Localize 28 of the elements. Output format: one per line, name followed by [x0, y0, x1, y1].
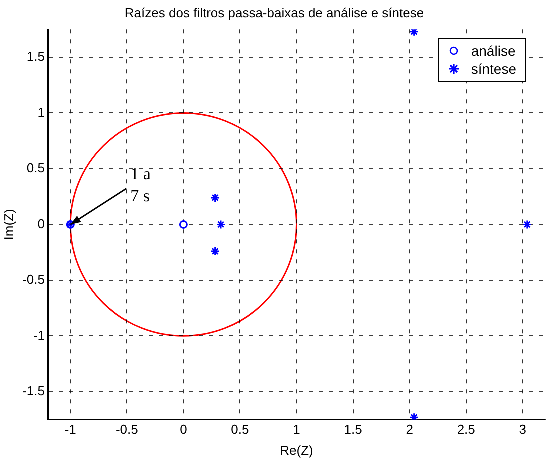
point	[210, 246, 220, 256]
point	[522, 220, 532, 230]
x-tick-label: 3	[519, 422, 527, 438]
x-tick-label: -1	[64, 422, 76, 438]
legend-label: análise	[471, 42, 516, 60]
point	[410, 30, 420, 37]
annotation: 1 a 7 s	[130, 164, 152, 206]
chart-title: Raízes dos filtros passa-baixas de análise e síntese	[124, 5, 424, 20]
x-tick-label: 0	[180, 422, 188, 438]
point	[210, 193, 220, 203]
y-tick-label: -1	[33, 328, 45, 343]
y-tick-label: 1	[38, 104, 45, 120]
point	[216, 220, 226, 230]
x-tick-label: 0.5	[231, 422, 250, 438]
y-tick-label: 1.5	[26, 49, 45, 64]
y-tick-label: 0	[38, 216, 45, 232]
y-tick-label: -1.5	[22, 384, 45, 399]
legend-label: síntese	[471, 60, 516, 78]
y-tick-label: 0.5	[26, 160, 45, 176]
y-axis-title: Im(Z)	[1, 209, 16, 240]
x-tick-label: 1	[293, 422, 300, 438]
x-tick-label: -0.5	[116, 422, 138, 438]
x-tick-label: 1.5	[344, 422, 362, 438]
point	[410, 412, 420, 420]
x-axis-title: Re(Z)	[280, 442, 314, 458]
x-tick-label: 2	[406, 422, 414, 438]
x-tick-label: 2.5	[457, 422, 476, 438]
y-tick-label: -0.5	[22, 272, 45, 288]
